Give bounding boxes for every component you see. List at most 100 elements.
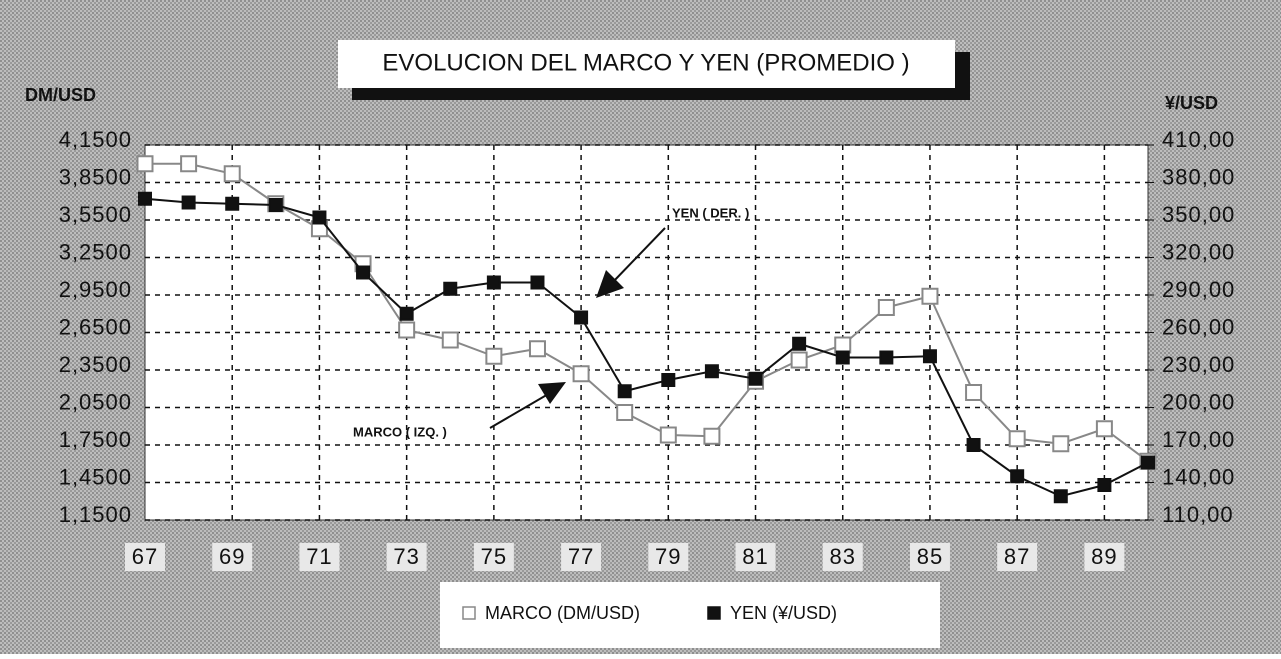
x-tick-label: 89 <box>1091 544 1117 569</box>
plot <box>136 144 1157 521</box>
y-tick-label: 2,6500 <box>59 314 132 339</box>
x-tick-bg <box>386 543 427 571</box>
y-tick-label: 2,9500 <box>59 277 132 302</box>
marker <box>1053 489 1068 504</box>
x-tick-bg <box>299 543 340 571</box>
x-tick-label: 83 <box>829 544 855 569</box>
x-tick-label: 77 <box>568 544 594 569</box>
y-tick-label: 2,0500 <box>59 389 132 414</box>
marker <box>486 275 501 290</box>
x-tick-bg <box>909 543 950 571</box>
y2-tick-label: 290,00 <box>1162 277 1235 302</box>
y2-tick-label: 260,00 <box>1162 314 1235 339</box>
x-tick-label: 87 <box>1004 544 1030 569</box>
marker <box>312 210 327 225</box>
y-tick-label: 3,5500 <box>59 202 132 227</box>
y-tick-label: 3,8500 <box>59 164 132 189</box>
legend-label: MARCO (DM/USD) <box>485 603 640 623</box>
x-tick-bg <box>822 543 863 571</box>
y-tick-label: 4,1500 <box>59 127 132 152</box>
marker <box>703 427 721 445</box>
legend-marker <box>707 606 721 620</box>
y2-tick-label: 140,00 <box>1162 464 1235 489</box>
marker <box>835 350 850 365</box>
y-tick-label: 3,2500 <box>59 239 132 264</box>
arrow-head <box>596 270 624 298</box>
x-tick-bg <box>997 543 1038 571</box>
x-tick-label: 85 <box>917 544 943 569</box>
marker <box>574 310 589 325</box>
x-tick-label: 81 <box>742 544 768 569</box>
marker <box>572 365 590 383</box>
y-tick-label: 1,4500 <box>59 464 132 489</box>
x-tick-label: 69 <box>219 544 245 569</box>
marker <box>790 351 808 369</box>
marker <box>356 265 371 280</box>
marker <box>617 384 632 399</box>
x-tick-bg <box>125 543 165 571</box>
x-tick-bg <box>648 543 689 571</box>
legend-marker <box>462 606 476 620</box>
marker <box>180 155 198 173</box>
y-axis-label: DM/USD <box>25 85 96 105</box>
y-tick-label: 1,1500 <box>59 502 132 527</box>
series-line <box>144 197 1149 498</box>
marker <box>1095 420 1113 438</box>
marker <box>443 281 458 296</box>
y2-tick-label: 200,00 <box>1162 389 1235 414</box>
x-tick-label: 71 <box>306 544 332 569</box>
y-tick-label: 2,3500 <box>59 352 132 377</box>
marker <box>879 350 894 365</box>
x-tick-bg <box>212 543 253 571</box>
annotation-arrow <box>611 227 666 284</box>
marker <box>398 321 416 339</box>
marker <box>485 347 503 365</box>
marker <box>181 195 196 210</box>
x-tick-bg <box>473 543 514 571</box>
marker <box>1141 455 1155 470</box>
arrow-head <box>538 382 566 404</box>
x-tick-label: 75 <box>481 544 507 569</box>
marker <box>966 438 981 452</box>
marker <box>441 331 459 349</box>
marker <box>704 364 719 379</box>
marker <box>225 196 240 211</box>
marker <box>1010 469 1025 484</box>
legend-label: YEN (¥/USD) <box>730 603 837 623</box>
marker <box>965 384 983 401</box>
marker <box>530 275 545 290</box>
annotation: MARCO ( IZQ. ) <box>353 424 447 439</box>
x-tick-bg <box>735 543 776 571</box>
marker <box>223 165 241 183</box>
marker <box>138 191 152 206</box>
y-tick-label: 1,7500 <box>59 427 132 452</box>
marker <box>792 336 807 351</box>
y2-tick-label: 170,00 <box>1162 427 1235 452</box>
marker <box>616 404 634 421</box>
annotation: YEN ( DER. ) <box>672 205 749 220</box>
marker <box>1008 430 1026 448</box>
y2-axis-label: ¥/USD <box>1165 93 1218 113</box>
marker <box>528 340 546 358</box>
marker <box>659 426 677 444</box>
marker <box>921 287 939 305</box>
legend: MARCO (DM/USD) YEN (¥/USD) <box>462 603 837 623</box>
marker <box>922 349 937 364</box>
marker <box>834 336 852 354</box>
y2-tick-label: 350,00 <box>1162 202 1235 227</box>
y2-tick-label: 380,00 <box>1162 164 1235 189</box>
title-box <box>338 40 955 88</box>
marker <box>399 306 414 321</box>
x-tick-label: 67 <box>132 544 158 569</box>
x-tick-label: 73 <box>393 544 419 569</box>
marker <box>1052 435 1070 453</box>
legend-box <box>440 582 940 648</box>
x-tick-bg <box>561 543 602 571</box>
marker <box>136 155 154 173</box>
chart-title: EVOLUCION DEL MARCO Y YEN (PROMEDIO ) <box>382 49 909 76</box>
annotation-arrow <box>489 392 551 429</box>
marker <box>268 198 283 212</box>
y2-tick-label: 320,00 <box>1162 239 1235 264</box>
marker <box>748 371 763 386</box>
